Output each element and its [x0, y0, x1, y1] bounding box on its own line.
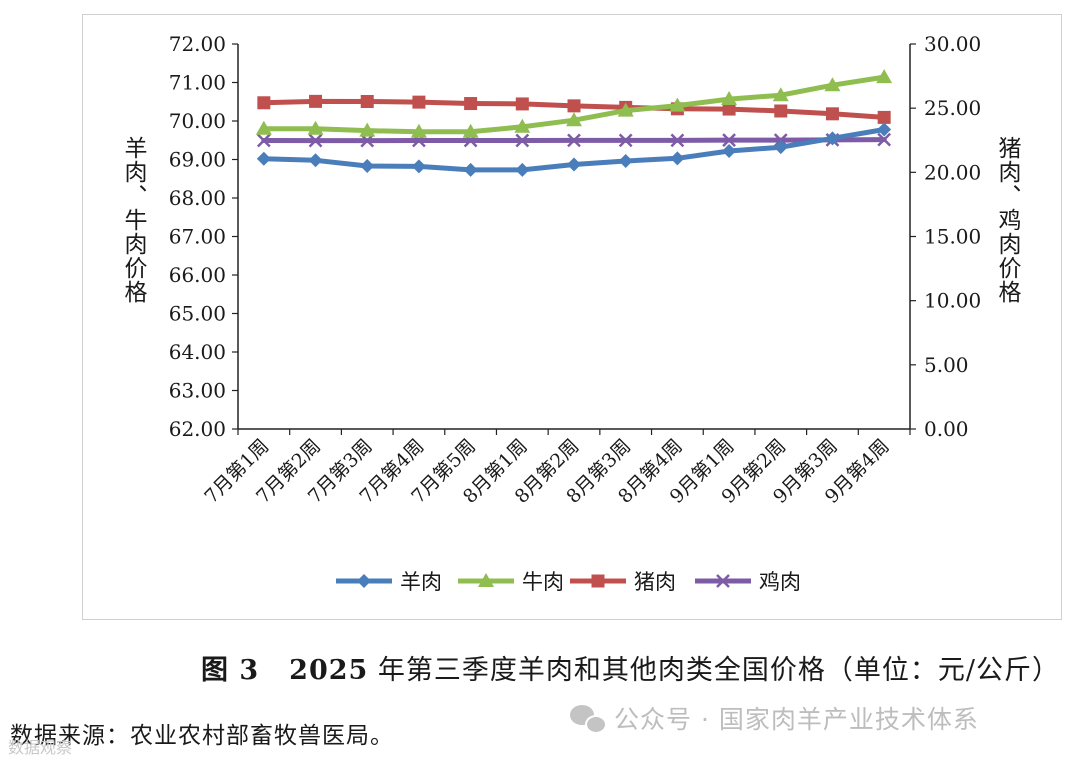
series-point-3	[464, 97, 478, 111]
left-tick-label: 64.00	[169, 340, 226, 364]
left-tick-label: 69.00	[169, 148, 226, 172]
series-point-1	[722, 144, 737, 159]
left-tick-label: 62.00	[169, 417, 226, 441]
series-point-3	[722, 102, 736, 116]
watermark-text: 公众号 · 国家肉羊产业技术体系	[614, 705, 979, 734]
left-tick-label: 63.00	[169, 379, 226, 403]
series-point-2	[359, 122, 376, 137]
legend-swatch-marker	[591, 574, 605, 588]
series-point-4	[877, 132, 892, 147]
series-point-3	[257, 96, 271, 110]
right-tick-label: 15.00	[924, 225, 981, 249]
left-tick-label: 68.00	[169, 186, 226, 210]
series-point-4	[567, 133, 581, 148]
series-point-4	[308, 133, 323, 148]
legend-swatch-marker	[357, 574, 371, 588]
left-tick-label: 65.00	[169, 302, 226, 326]
right-tick-label: 25.00	[924, 96, 981, 120]
series-point-2	[410, 123, 427, 138]
series-point-1	[670, 151, 685, 166]
series-point-3	[567, 99, 581, 113]
right-tick-label: 0.00	[924, 417, 969, 441]
caption-year: 2025	[289, 655, 369, 686]
series-point-1	[618, 154, 633, 169]
series-point-4	[515, 133, 530, 148]
series-point-1	[308, 153, 323, 168]
series-point-2	[669, 97, 686, 112]
series-point-4	[618, 133, 633, 148]
legend-swatch-marker	[478, 573, 494, 587]
legend-label: 猪肉	[634, 570, 676, 594]
series-point-2	[617, 102, 634, 117]
wechat-icon	[570, 705, 607, 734]
series-point-2	[514, 118, 531, 133]
series-point-4	[360, 133, 375, 148]
legend-label: 牛肉	[522, 570, 564, 594]
series-point-3	[309, 94, 323, 108]
series-point-2	[255, 120, 272, 135]
caption-text: 年第三季度羊肉和其他肉类全国价格（单位：元/公斤）	[368, 655, 1060, 686]
line-chart: 62.00 63.00 64.00 65.00 66.00 67.00 68.00 69.00…	[169, 32, 982, 594]
right-tick-label: 5.00	[924, 353, 969, 377]
series-point-1	[567, 157, 581, 172]
left-tick-label: 70.00	[169, 109, 226, 133]
legend-label: 鸡肉	[759, 570, 801, 594]
series-point-4	[722, 133, 736, 148]
series-point-2	[307, 120, 324, 135]
left-tick-label: 71.00	[169, 71, 226, 95]
series-point-2	[824, 77, 841, 92]
right-tick-label: 30.00	[924, 32, 981, 56]
series-point-1	[877, 122, 892, 137]
series-point-1	[825, 131, 840, 146]
series-point-2	[566, 112, 582, 127]
left-tick-label: 66.00	[169, 263, 226, 287]
series-point-2	[462, 123, 479, 138]
figure-caption: 图 3 2025 年第三季度羊肉和其他肉类全国价格（单位：元/公斤）	[0, 648, 1080, 687]
series-point-3	[515, 97, 529, 111]
series-point-4	[256, 133, 271, 148]
series-point-4	[670, 133, 685, 148]
series-point-2	[772, 87, 789, 102]
series-point-2	[876, 69, 893, 84]
series-point-2	[721, 91, 738, 106]
chart-frame	[82, 14, 1062, 620]
right-tick-label: 10.00	[924, 289, 981, 313]
series-point-3	[360, 94, 374, 108]
right-tick-label: 20.00	[924, 160, 981, 184]
figure-number: 图 3	[200, 655, 260, 686]
left-axis-title: 羊肉、牛肉价格	[120, 136, 146, 304]
series-point-3	[774, 104, 788, 118]
series-point-1	[360, 159, 375, 174]
legend-label: 羊肉	[400, 570, 442, 594]
series-point-3	[412, 95, 426, 109]
series-point-1	[463, 162, 478, 177]
corner-watermark: 数据观察	[8, 738, 73, 757]
right-axis-title: 猪肉、鸡肉价格	[994, 136, 1020, 304]
series-point-1	[773, 140, 788, 155]
left-tick-label: 72.00	[169, 32, 226, 56]
legend-swatch-marker	[716, 574, 730, 588]
series-point-1	[411, 159, 426, 174]
series-point-1	[515, 162, 530, 177]
left-tick-label: 67.00	[169, 225, 226, 249]
series-point-3	[877, 110, 891, 124]
series-point-3	[825, 107, 839, 121]
data-source-note: 数据来源：农业农村部畜牧兽医局。	[10, 723, 394, 749]
series-point-1	[256, 151, 271, 166]
watermark: 公众号 · 国家肉羊产业技术体系	[570, 700, 979, 736]
